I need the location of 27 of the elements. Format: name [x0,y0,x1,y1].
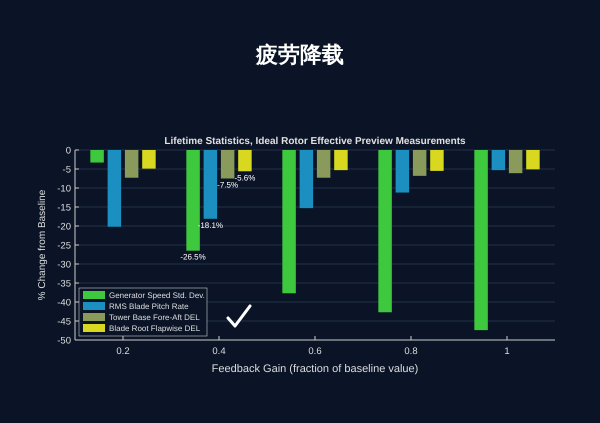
y-tick-label: -40 [57,298,71,308]
x-tick-label: 0.8 [404,346,418,357]
data-label: -7.5% [217,180,238,190]
legend-label: Tower Base Fore-Aft DEL [109,313,200,322]
data-label: -5.6% [234,173,256,182]
x-axis-title: Feedback Gain (fraction of baseline value) [212,363,418,375]
y-tick-label: -30 [57,260,71,270]
y-tick-label: 0 [66,146,71,156]
chart-title: 疲劳降载 [255,42,344,67]
y-axis-title: % Change from Baseline [37,189,48,300]
y-tick-label: -35 [57,278,71,290]
y-tick-label: -5 [62,164,71,176]
x-tick-label: 0.4 [212,346,226,357]
y-tick-label: -20 [57,222,71,232]
legend-label: Blade Root Flapwise DEL [109,324,201,333]
y-tick-label: -25 [57,240,71,252]
legend-label: RMS Blade Pitch Rate [109,302,190,311]
data-label: -26.5% [180,252,206,262]
x-tick-label: 0.6 [308,346,322,357]
chart-subtitle: Lifetime Statistics, Ideal Rotor Effective Preview Measurements [164,136,466,147]
y-tick-label: -10 [57,184,71,194]
y-tick-label: -15 [57,202,71,214]
x-tick-label: 1 [504,346,510,357]
y-tick-label: -45 [57,316,71,328]
y-tick-label: -50 [57,336,71,346]
x-tick-label: 0.2 [116,346,130,357]
legend-label: Generator Speed Std. Dev. [109,291,205,300]
